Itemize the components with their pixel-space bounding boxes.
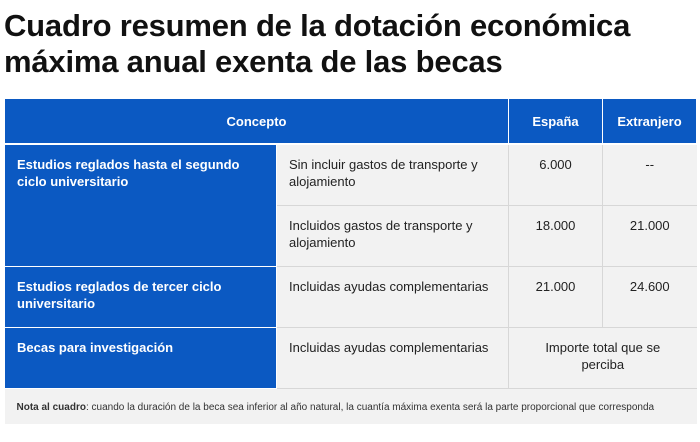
concept-cell-group-2: Estudios reglados de tercer ciclo univer… [4,266,277,328]
table-note: Nota al cuadro: cuando la duración de la… [4,388,697,424]
page-title: Cuadro resumen de la dotación económica … [0,0,700,80]
extranjero-value: 21.000 [602,205,697,267]
note-row: Nota al cuadro: cuando la duración de la… [4,388,697,424]
concept-cell-group-3: Becas para investigación [4,327,277,389]
merged-value-cell: Importe total que se perciba [508,327,697,389]
detail-cell: Incluidas ayudas complementarias [276,327,510,389]
detail-cell: Incluidas ayudas complementarias [276,266,510,328]
page-title-line-2: máxima anual exenta de las becas [4,44,503,79]
table-row: Incluidos gastos de transporte y alojami… [5,205,697,267]
summary-table: Concepto España Extranjero Estudios regl… [3,98,698,424]
espana-value: 21.000 [508,266,604,328]
detail-cell: Incluidos gastos de transporte y alojami… [276,205,510,267]
note-text: : cuando la duración de la beca sea infe… [85,402,655,413]
header-extranjero: Extranjero [602,98,698,145]
table-row: Becas para investigación Incluidas ayuda… [4,327,697,389]
espana-value: 18.000 [508,205,604,267]
concept-cell-group-1: Estudios reglados hasta el segundo ciclo… [4,143,277,267]
espana-value: 6.000 [508,144,604,206]
table-row: Estudios reglados hasta el segundo ciclo… [4,143,697,267]
table-header: Concepto España Extranjero [3,98,698,145]
header-espana: España [508,98,604,145]
header-concepto: Concepto [3,98,510,145]
detail-cell: Sin incluir gastos de transporte y aloja… [276,144,510,206]
table-row: Estudios reglados de tercer ciclo univer… [4,266,697,328]
extranjero-value: 24.600 [602,266,697,328]
note-label: Nota al cuadro [16,402,86,413]
extranjero-value: -- [602,144,697,206]
page-title-line-1: Cuadro resumen de la dotación económica [4,8,631,43]
